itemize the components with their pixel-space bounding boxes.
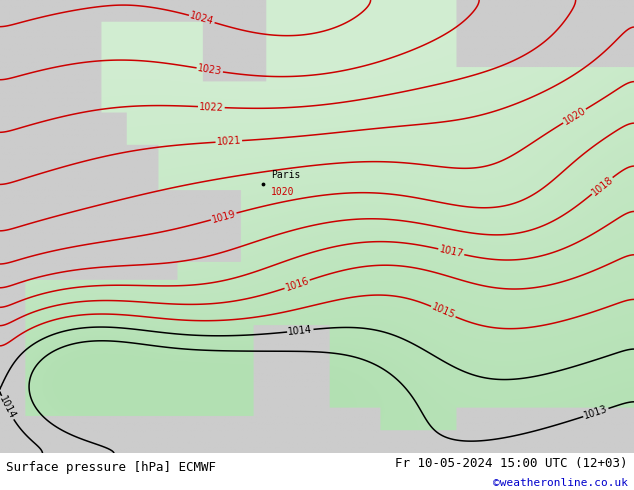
Text: ©weatheronline.co.uk: ©weatheronline.co.uk	[493, 478, 628, 488]
Text: 1019: 1019	[210, 208, 237, 224]
Text: 1013: 1013	[583, 404, 609, 421]
Text: 1017: 1017	[438, 244, 464, 259]
Text: 1023: 1023	[197, 63, 223, 77]
Text: Fr 10-05-2024 15:00 UTC (12+03): Fr 10-05-2024 15:00 UTC (12+03)	[395, 457, 628, 470]
Text: 1014: 1014	[0, 394, 17, 421]
Text: 1022: 1022	[199, 101, 224, 113]
Text: 1024: 1024	[188, 11, 215, 27]
Text: Surface pressure [hPa] ECMWF: Surface pressure [hPa] ECMWF	[6, 462, 216, 474]
Text: 1021: 1021	[216, 136, 242, 147]
Text: 1016: 1016	[284, 275, 310, 293]
Text: 1020: 1020	[562, 105, 588, 127]
Text: 1015: 1015	[430, 302, 456, 321]
Text: 1020: 1020	[271, 187, 294, 197]
Text: 1014: 1014	[288, 324, 313, 337]
Text: Paris: Paris	[271, 170, 300, 180]
Text: 1018: 1018	[590, 174, 615, 197]
